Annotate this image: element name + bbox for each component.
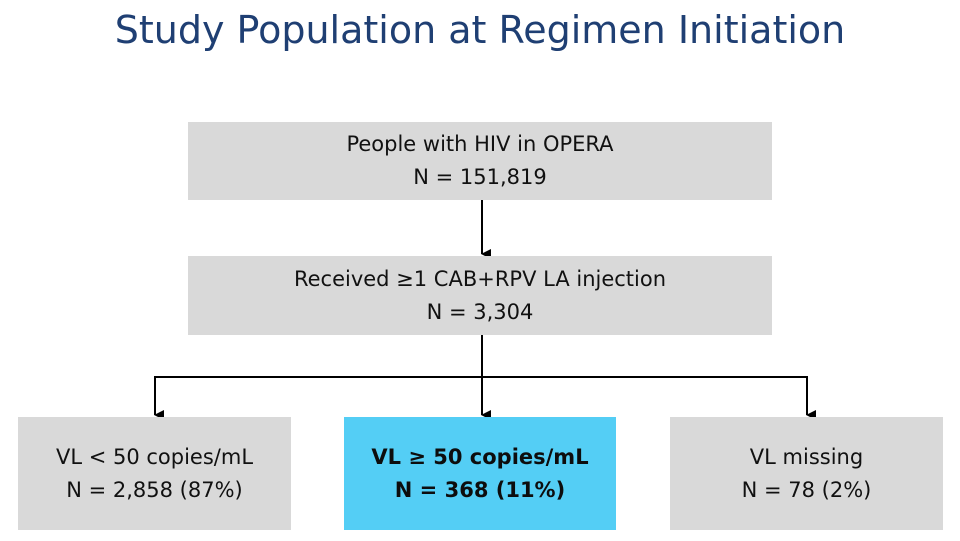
box-people-with-hiv: People with HIV in OPERA N = 151,819 xyxy=(188,122,772,200)
box-label: Received ≥1 CAB+RPV LA injection xyxy=(293,266,667,291)
box-label: People with HIV in OPERA xyxy=(346,132,614,156)
box-count: N = 368 (11%) xyxy=(394,477,566,502)
box-label: VL < 50 copies/mL xyxy=(55,444,254,469)
box-count: N = 2,858 (87%) xyxy=(66,477,243,502)
box-count: N = 151,819 xyxy=(413,165,547,189)
box-label: VL ≥ 50 copies/mL xyxy=(371,444,589,469)
box-vl-50-or-above: VL ≥ 50 copies/mL N = 368 (11%) xyxy=(344,417,616,530)
box-count: N = 3,304 xyxy=(426,299,534,324)
box-vl-missing: VL missing N = 78 (2%) xyxy=(670,417,943,530)
box-count: N = 78 (2%) xyxy=(741,477,872,502)
box-label: VL missing xyxy=(749,444,864,469)
slide-title: Study Population at Regimen Initiation xyxy=(114,8,846,52)
box-vl-below-50: VL < 50 copies/mL N = 2,858 (87%) xyxy=(18,417,291,530)
box-cab-rpv-injection: Received ≥1 CAB+RPV LA injection N = 3,3… xyxy=(188,256,772,335)
